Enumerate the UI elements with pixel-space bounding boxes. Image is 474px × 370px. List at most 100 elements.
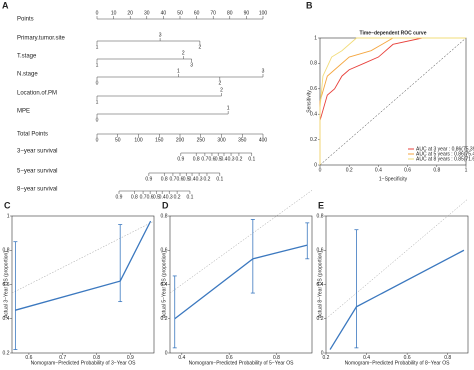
ideal-line — [325, 198, 469, 319]
tick-label: 0 — [96, 137, 99, 143]
level-label: 0 — [96, 80, 99, 86]
tick-label: 400 — [259, 137, 268, 143]
prob-label: 0.7 — [140, 194, 147, 200]
level-label: 3 — [159, 32, 162, 38]
prob-label: 0.9 — [116, 194, 123, 200]
tick-label: 200 — [176, 137, 185, 143]
x-tick-label: 0.6 — [404, 355, 411, 361]
prob-label: 0.7 — [201, 156, 208, 162]
roc-curve — [319, 37, 466, 165]
x-tick-label: 0.6 — [404, 167, 411, 173]
tick-label: 300 — [217, 137, 226, 143]
y-axis-label: Sensitivity — [306, 90, 312, 113]
prob-label: 0.5 — [153, 194, 160, 200]
tick-label: 50 — [177, 10, 183, 16]
y-tick-label: 0 — [314, 162, 317, 168]
panel-label: C — [4, 200, 11, 210]
roc-curve — [319, 37, 466, 165]
level-label: 1 — [227, 105, 230, 111]
legend-entry: AUC at 5 years : 0.86(75.40−96.89) — [416, 151, 474, 157]
calibration-line — [329, 249, 465, 350]
level-label: 2 — [218, 80, 221, 86]
prob-label: 0.8 — [161, 176, 168, 182]
row-label: 3−year survival — [17, 149, 58, 155]
row-label: 5−year survival — [17, 169, 58, 175]
x-axis-label: Nomogram−Predicted Probability of 8−Year… — [345, 360, 451, 366]
level-label: 3 — [190, 62, 193, 68]
tick-label: 10 — [111, 10, 117, 16]
reference-diagonal — [319, 37, 467, 166]
x-axis-label: 1−Specificity — [379, 176, 408, 182]
plot-frame — [11, 215, 155, 354]
prob-label: 0.8 — [131, 194, 138, 200]
x-tick-label: 0.6 — [226, 355, 233, 361]
x-tick-label: 0.7 — [59, 355, 66, 361]
prob-label: 0.1 — [216, 176, 223, 182]
x-tick-label: 0.4 — [363, 355, 370, 361]
y-tick-label: 0.2 — [317, 316, 324, 322]
prob-label: 0.4 — [189, 176, 196, 182]
level-label: 3 — [262, 68, 265, 74]
y-tick-label: 0.8 — [317, 213, 324, 219]
x-tick-label: 0 — [319, 167, 322, 173]
tick-label: 20 — [127, 10, 133, 16]
tick-label: 30 — [144, 10, 150, 16]
prob-label: 0.2 — [235, 156, 242, 162]
row-label: N.stage — [17, 72, 38, 78]
y-tick-label: 0.6 — [317, 248, 324, 254]
y-tick-label: 0.8 — [3, 248, 10, 254]
prob-label: 0.8 — [193, 156, 200, 162]
y-tick-label: 0.6 — [310, 86, 317, 92]
x-tick-label: 0.8 — [93, 355, 100, 361]
x-tick-label: 0.4 — [375, 167, 382, 173]
prob-label: 0.7 — [169, 176, 176, 182]
y-tick-label: 0.4 — [161, 282, 168, 288]
row-label: Total Points — [17, 132, 48, 138]
row-label: Primary.tumor.site — [17, 36, 66, 42]
y-tick-label: 0.2 — [310, 137, 317, 143]
panel-label: E — [318, 200, 324, 210]
row-label: Points — [17, 17, 34, 23]
prob-label: 0.4 — [159, 194, 166, 200]
calibration-line — [15, 220, 152, 311]
x-tick-label: 0.8 — [273, 355, 280, 361]
level-label: 1 — [96, 99, 99, 105]
x-tick-label: 1 — [465, 167, 468, 173]
y-tick-label: 0 — [321, 350, 324, 356]
tick-label: 60 — [194, 10, 200, 16]
panel-label: A — [2, 0, 9, 10]
x-tick-label: 0.2 — [346, 167, 353, 173]
x-tick-label: 0.9 — [127, 355, 134, 361]
y-axis-label: Actual 8−Year OS (proportion) — [317, 251, 323, 318]
prob-label: 0.1 — [248, 156, 255, 162]
y-tick-label: 0.6 — [3, 282, 10, 288]
tick-label: 50 — [115, 137, 121, 143]
prob-label: 0.3 — [166, 194, 173, 200]
y-tick-label: 0.4 — [3, 316, 10, 322]
level-label: 2 — [199, 44, 202, 50]
y-tick-label: 0.8 — [161, 213, 168, 219]
prob-label: 0.9 — [145, 176, 152, 182]
y-tick-label: 0.2 — [3, 350, 10, 356]
row-label: MPE — [17, 109, 30, 115]
y-tick-label: 0.4 — [317, 282, 324, 288]
y-axis-label: Actual 5−Year OS (proportion) — [161, 251, 167, 318]
tick-label: 90 — [244, 10, 250, 16]
x-tick-label: 0.8 — [444, 355, 451, 361]
prob-label: 0.2 — [174, 194, 181, 200]
prob-label: 0.4 — [221, 156, 228, 162]
level-label: 1 — [96, 44, 99, 50]
prob-label: 0.5 — [215, 156, 222, 162]
x-tick-label: 0.2 — [323, 355, 330, 361]
tick-label: 0 — [96, 10, 99, 16]
tick-label: 40 — [161, 10, 167, 16]
prob-label: 0.3 — [196, 176, 203, 182]
y-tick-label: 1 — [314, 35, 317, 41]
prob-label: 0.6 — [177, 176, 184, 182]
level-label: 0 — [96, 117, 99, 123]
x-tick-label: 0.4 — [178, 355, 185, 361]
chart-title: Time−dependent ROC curve — [359, 30, 426, 36]
row-label: Location.of.PM — [17, 91, 57, 97]
tick-label: 350 — [238, 137, 247, 143]
